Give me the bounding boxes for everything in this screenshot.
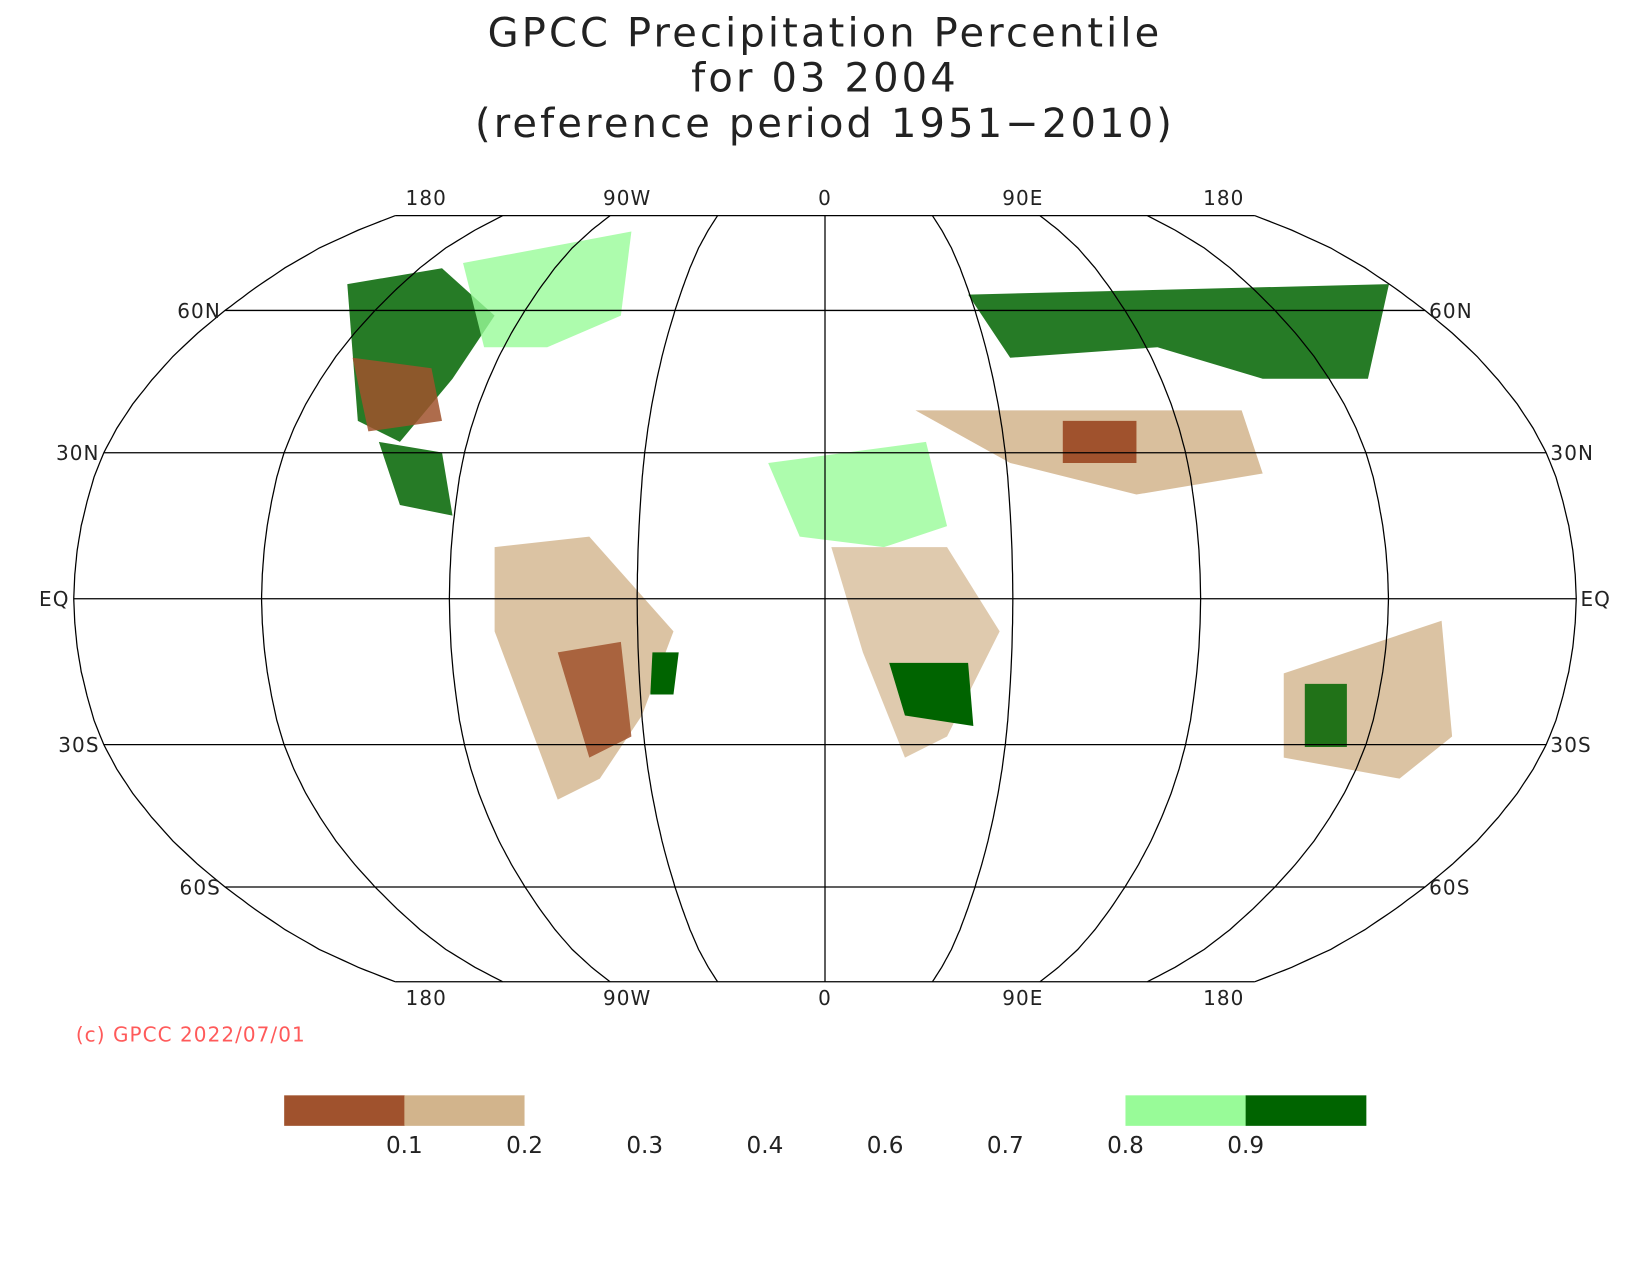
wet-patch — [968, 284, 1389, 379]
colorbar-tick-label: 0.7 — [987, 1133, 1024, 1159]
colorbar-segment — [1245, 1095, 1367, 1126]
lon-label: 180 — [1203, 186, 1244, 210]
wet-patch — [463, 231, 632, 348]
dry-patch — [831, 547, 1000, 758]
colorbar-segment — [644, 1095, 766, 1126]
lon-label: 90E — [1002, 986, 1043, 1010]
lat-label: EQ — [39, 587, 69, 611]
colorbar-segment — [404, 1095, 526, 1126]
wet-patch — [889, 662, 974, 727]
colorbar-tick-label: 0.3 — [626, 1133, 663, 1159]
title-line: (reference period 1951−2010) — [475, 101, 1175, 147]
colorbar-segment — [885, 1095, 1006, 1126]
wet-patch — [1304, 683, 1347, 748]
lat-label: 60S — [1429, 875, 1470, 899]
lat-label: 30N — [56, 441, 100, 465]
wet-patch — [768, 441, 948, 548]
colorbar-tick-label: 0.1 — [386, 1133, 423, 1159]
graticule — [73, 215, 1577, 983]
lon-label: 0 — [818, 186, 832, 210]
lat-label: 60N — [177, 299, 221, 323]
colorbar: 0.1 0.2 0.3 0.4 0.6 0.7 0.8 0.9 — [284, 1095, 1367, 1159]
lon-label: 90W — [603, 986, 651, 1010]
dry-patch — [352, 357, 443, 432]
lat-label: 30S — [1550, 733, 1591, 757]
wet-patch — [378, 441, 453, 516]
colorbar-segment — [764, 1095, 886, 1126]
precip-patches — [347, 231, 1453, 800]
lat-label: 30N — [1550, 441, 1594, 465]
colorbar-tick-label: 0.6 — [867, 1133, 904, 1159]
lon-label: 90E — [1002, 186, 1043, 210]
lon-label: 180 — [406, 186, 447, 210]
wet-patch — [650, 652, 679, 695]
lat-label: EQ — [1580, 587, 1610, 611]
colorbar-tick-label: 0.4 — [747, 1133, 784, 1159]
copyright: (c) GPCC 2022/07/01 — [76, 1023, 306, 1047]
colorbar-segment — [1125, 1095, 1247, 1126]
dry-patch — [1062, 420, 1137, 463]
colorbar-tick-label: 0.2 — [506, 1133, 543, 1159]
colorbar-tick-label: 0.8 — [1107, 1133, 1144, 1159]
colorbar-tick-label: 0.9 — [1227, 1133, 1264, 1159]
dry-patch — [557, 641, 632, 758]
colorbar-segment — [524, 1095, 646, 1126]
colorbar-segment — [284, 1095, 405, 1126]
lat-label: 60N — [1429, 299, 1473, 323]
colorbar-segment — [1005, 1095, 1126, 1126]
lon-label: 180 — [406, 986, 447, 1010]
lon-label: 180 — [1203, 986, 1244, 1010]
lon-label: 90W — [603, 186, 651, 210]
lat-label: 30S — [58, 733, 99, 757]
title-line: GPCC Precipitation Percentile — [488, 10, 1163, 56]
lat-label: 60S — [180, 875, 221, 899]
lon-label: 0 — [818, 986, 832, 1010]
title-line: for 03 2004 — [691, 56, 959, 102]
